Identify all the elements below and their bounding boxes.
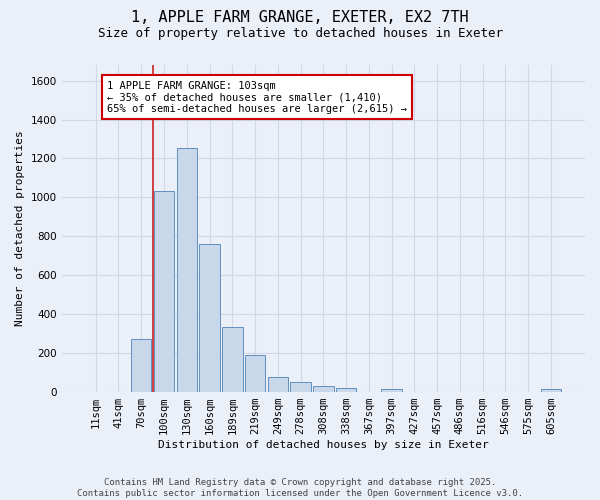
Bar xyxy=(131,338,151,392)
Text: Size of property relative to detached houses in Exeter: Size of property relative to detached ho… xyxy=(97,28,503,40)
Bar xyxy=(199,244,220,392)
Y-axis label: Number of detached properties: Number of detached properties xyxy=(15,130,25,326)
Bar xyxy=(154,190,174,392)
Bar xyxy=(222,327,242,392)
Text: 1 APPLE FARM GRANGE: 103sqm
← 35% of detached houses are smaller (1,410)
65% of : 1 APPLE FARM GRANGE: 103sqm ← 35% of det… xyxy=(107,80,407,114)
Bar xyxy=(336,388,356,392)
Bar xyxy=(245,355,265,392)
X-axis label: Distribution of detached houses by size in Exeter: Distribution of detached houses by size … xyxy=(158,440,489,450)
Bar xyxy=(268,376,288,392)
Bar xyxy=(382,389,402,392)
Bar xyxy=(541,389,561,392)
Text: Contains HM Land Registry data © Crown copyright and database right 2025.
Contai: Contains HM Land Registry data © Crown c… xyxy=(77,478,523,498)
Bar xyxy=(290,382,311,392)
Bar xyxy=(176,148,197,392)
Text: 1, APPLE FARM GRANGE, EXETER, EX2 7TH: 1, APPLE FARM GRANGE, EXETER, EX2 7TH xyxy=(131,10,469,25)
Bar xyxy=(313,386,334,392)
